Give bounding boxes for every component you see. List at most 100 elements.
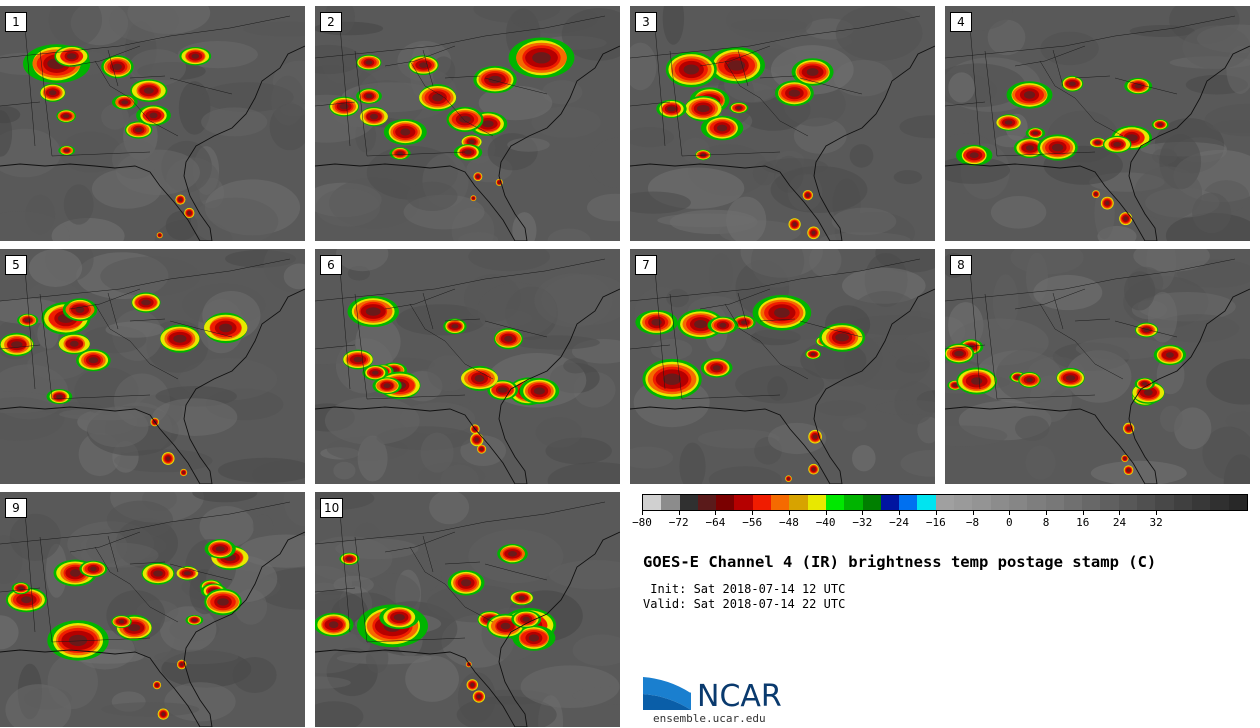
colorbar-segment <box>1228 495 1247 510</box>
colorbar-segment <box>954 495 973 510</box>
ir-map <box>315 492 620 727</box>
colorbar-segment <box>1210 495 1229 510</box>
ir-map <box>0 492 305 727</box>
colorbar-segment <box>643 495 662 510</box>
stamp-panel-9: 9 <box>0 492 305 727</box>
colorbar-segment <box>1118 495 1138 510</box>
colorbar: −80 −72 −64 −56 −48 −40 −32 −24 −16 −8 0 8 16 24 32 <box>632 494 1248 534</box>
colorbar-tick <box>899 510 901 515</box>
colorbar-tick <box>1082 510 1084 515</box>
ir-map <box>630 249 935 484</box>
colorbar-segment <box>844 495 863 510</box>
logo-wordmark: NCAR <box>697 679 782 714</box>
colorbar-tick-label: −32 <box>852 516 873 529</box>
colorbar-tick <box>1156 510 1158 515</box>
stamp-panel-3: 3 <box>630 6 935 241</box>
colorbar-segment <box>661 495 680 510</box>
colorbar-segment <box>716 495 735 510</box>
colorbar-tick <box>678 510 680 515</box>
colorbar-segment <box>935 495 955 510</box>
colorbar-strip <box>642 494 1248 511</box>
colorbar-segment <box>697 495 717 510</box>
stamp-panel-8: 8 <box>945 249 1250 484</box>
colorbar-segment <box>899 495 918 510</box>
ir-map <box>315 249 620 484</box>
colorbar-segment <box>807 495 826 510</box>
colorbar-tick <box>752 510 754 515</box>
colorbar-segment <box>734 495 753 510</box>
colorbar-tick <box>1046 510 1047 515</box>
stamp-panel-7: 7 <box>630 249 935 484</box>
member-label: 4 <box>950 12 972 32</box>
colorbar-tick <box>862 510 864 515</box>
colorbar-segment <box>789 495 808 510</box>
member-label: 1 <box>5 12 27 32</box>
colorbar-tick-label: 32 <box>1149 516 1163 529</box>
colorbar-segment <box>1082 495 1101 510</box>
colorbar-segment <box>972 495 991 510</box>
colorbar-tick-label: 0 <box>1005 516 1013 529</box>
colorbar-segment <box>862 495 881 510</box>
colorbar-tick <box>825 510 827 515</box>
ncar-logo-icon <box>643 675 692 710</box>
stamp-panel-10: 10 <box>315 492 620 727</box>
colorbar-tick-label: 8 <box>1042 516 1050 529</box>
colorbar-segment <box>1045 495 1064 510</box>
colorbar-tick <box>715 510 717 515</box>
stamp-panel-1: 1 <box>0 6 305 241</box>
member-label: 3 <box>635 12 657 32</box>
ir-map <box>315 6 620 241</box>
colorbar-tick-label: −8 <box>965 516 980 529</box>
colorbar-tick-label: −48 <box>778 516 799 529</box>
member-label: 2 <box>320 12 342 32</box>
member-label: 9 <box>5 498 27 518</box>
colorbar-segment <box>1100 495 1119 510</box>
colorbar-segment <box>880 495 900 510</box>
colorbar-tick-label: −56 <box>742 516 763 529</box>
colorbar-tick <box>935 510 937 515</box>
colorbar-tick-label: −64 <box>705 516 726 529</box>
colorbar-tick-label: −40 <box>815 516 836 529</box>
colorbar-segment <box>771 495 790 510</box>
member-label: 7 <box>635 255 657 275</box>
ir-map <box>0 249 305 484</box>
colorbar-segment <box>1173 495 1192 510</box>
colorbar-segment <box>1008 495 1028 510</box>
colorbar-segment <box>679 495 698 510</box>
colorbar-tick <box>972 510 974 515</box>
member-label: 10 <box>320 498 344 518</box>
colorbar-tick <box>642 510 643 515</box>
colorbar-tick-label: −80 <box>632 516 652 529</box>
colorbar-tick-label: −16 <box>925 516 946 529</box>
colorbar-segment <box>752 495 772 510</box>
stamp-panel-6: 6 <box>315 249 620 484</box>
colorbar-segment <box>1063 495 1083 510</box>
colorbar-tick-label: 16 <box>1076 516 1090 529</box>
colorbar-tick <box>788 510 790 515</box>
ir-map <box>0 6 305 241</box>
logo-url: ensemble.ucar.edu <box>653 712 766 725</box>
colorbar-segment <box>917 495 936 510</box>
member-label: 8 <box>950 255 972 275</box>
colorbar-segment <box>1155 495 1174 510</box>
colorbar-tick-label: −24 <box>889 516 910 529</box>
colorbar-segment <box>1191 495 1211 510</box>
valid-time: Valid: Sat 2018-07-14 22 UTC <box>643 597 846 611</box>
ir-map <box>945 6 1250 241</box>
member-label: 5 <box>5 255 27 275</box>
figure-title: GOES-E Channel 4 (IR) brightness temp po… <box>643 553 1157 571</box>
colorbar-segment <box>825 495 845 510</box>
colorbar-tick-label: 24 <box>1112 516 1127 529</box>
stamp-panel-2: 2 <box>315 6 620 241</box>
ir-map <box>945 249 1250 484</box>
colorbar-segment <box>990 495 1009 510</box>
colorbar-segment <box>1137 495 1156 510</box>
ir-map <box>630 6 935 241</box>
stamp-panel-4: 4 <box>945 6 1250 241</box>
colorbar-segment <box>1027 495 1046 510</box>
member-label: 6 <box>320 255 342 275</box>
init-time: Init: Sat 2018-07-14 12 UTC <box>643 582 846 596</box>
colorbar-tick-label: −72 <box>668 516 689 529</box>
colorbar-tick <box>1119 510 1121 515</box>
colorbar-tick <box>1009 510 1011 515</box>
